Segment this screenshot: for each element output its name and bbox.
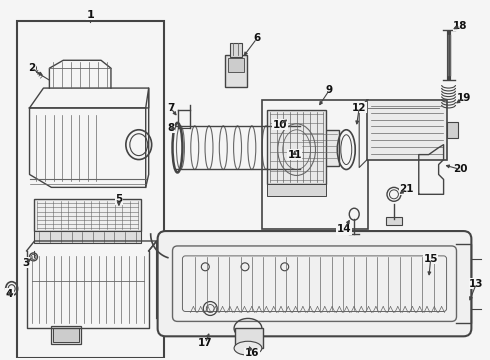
Text: 4: 4 xyxy=(6,289,13,298)
Text: 12: 12 xyxy=(352,103,367,113)
Bar xyxy=(267,184,326,196)
Text: 8: 8 xyxy=(167,123,174,133)
Bar xyxy=(51,327,81,344)
Text: 9: 9 xyxy=(326,85,333,95)
Text: 7: 7 xyxy=(167,103,174,113)
Text: 14: 14 xyxy=(337,224,352,234)
Text: 1: 1 xyxy=(86,10,94,19)
Text: 21: 21 xyxy=(400,184,414,194)
Text: 3: 3 xyxy=(22,258,29,268)
Text: 1: 1 xyxy=(86,10,94,19)
Bar xyxy=(267,110,326,184)
Bar xyxy=(34,231,141,243)
Bar xyxy=(367,100,446,159)
Bar xyxy=(53,328,79,342)
Text: 17: 17 xyxy=(198,338,213,348)
Text: 2: 2 xyxy=(28,63,35,73)
Bar xyxy=(228,58,244,72)
FancyBboxPatch shape xyxy=(158,231,471,336)
Bar xyxy=(299,130,340,166)
Bar xyxy=(386,217,402,225)
Text: 5: 5 xyxy=(115,194,122,204)
Text: 6: 6 xyxy=(253,33,261,44)
Text: 13: 13 xyxy=(469,279,484,289)
Text: 19: 19 xyxy=(457,93,472,103)
Bar xyxy=(34,199,141,231)
Text: 10: 10 xyxy=(272,120,287,130)
Bar xyxy=(230,44,242,57)
Bar xyxy=(446,122,459,138)
Ellipse shape xyxy=(234,341,262,355)
Text: 16: 16 xyxy=(245,348,259,358)
Bar xyxy=(225,55,247,87)
Bar xyxy=(235,328,263,348)
Bar xyxy=(17,21,164,358)
Text: 18: 18 xyxy=(453,21,468,31)
Text: 11: 11 xyxy=(288,150,302,159)
Bar xyxy=(262,100,368,229)
Text: 20: 20 xyxy=(453,165,468,175)
Text: 15: 15 xyxy=(423,254,438,264)
